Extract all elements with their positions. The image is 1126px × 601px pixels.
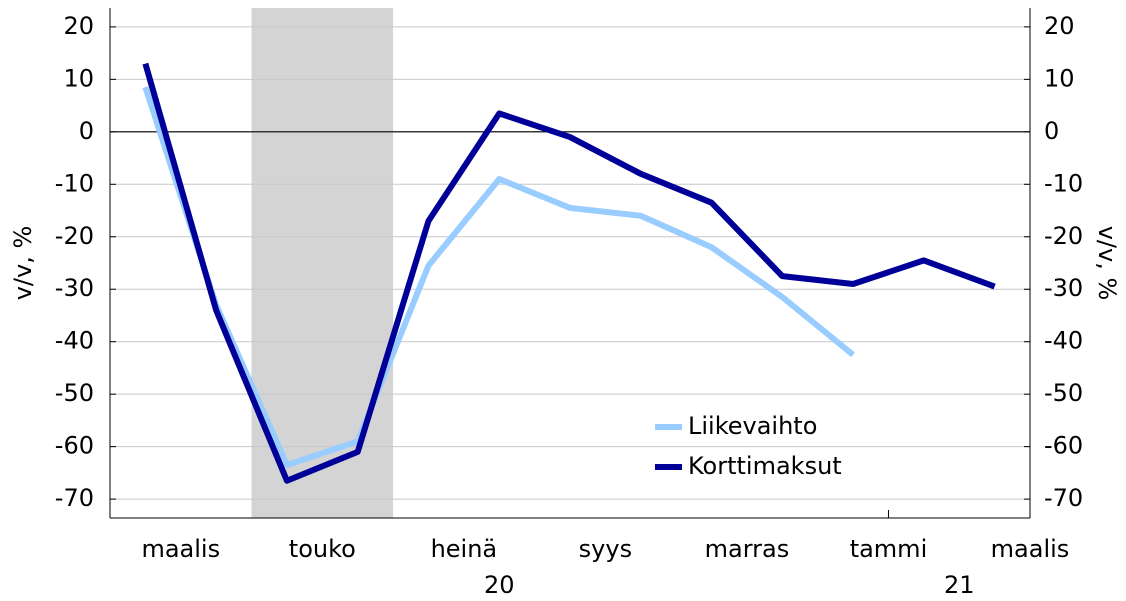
y2-axis-label: v/v, % [1093,226,1121,301]
y-tick-label: 10 [63,64,94,92]
series-line [142,62,996,484]
y-tick-label: -20 [55,222,94,250]
y-tick-label: 20 [63,12,94,40]
year-label: 20 [484,571,515,599]
x-tick-label: heinä [431,535,498,563]
x-tick-label: marras [705,535,790,563]
y2-tick-label: -70 [1044,484,1083,512]
x-tick-label: tammi [850,535,928,563]
y2-tick-label: 20 [1044,12,1075,40]
y-tick-label: -50 [55,379,94,407]
y2-tick-label: -30 [1044,274,1083,302]
x-tick-label: maalis [141,535,220,563]
year-label: 21 [944,571,975,599]
legend-label: Korttimaksut [688,452,842,480]
x-tick-label: touko [289,535,356,563]
y-tick-label: -10 [55,169,94,197]
series-line [142,86,855,469]
x-tick-label: maalis [991,535,1070,563]
y-axis-label: v/v, % [9,226,37,301]
y-tick-label: 0 [79,117,94,145]
y-tick-label: -70 [55,484,94,512]
y2-tick-label: -20 [1044,222,1083,250]
y2-tick-label: 10 [1044,64,1075,92]
y-tick-label: -30 [55,274,94,302]
x-tick-label: syys [579,535,632,563]
y2-tick-label: -50 [1044,379,1083,407]
y-tick-label: -40 [55,327,94,355]
y2-tick-label: -60 [1044,432,1083,460]
y2-tick-label: -10 [1044,169,1083,197]
y-tick-label: -60 [55,432,94,460]
y2-tick-label: -40 [1044,327,1083,355]
legend-label: Liikevaihto [688,412,817,440]
y2-tick-label: 0 [1044,117,1059,145]
